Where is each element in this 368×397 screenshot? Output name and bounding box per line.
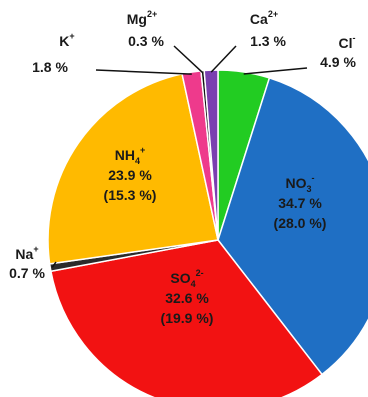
value-label-mg: 0.3 % <box>128 33 164 49</box>
slice-labels: Cl- 4.9 % NO3-34.7 % (28.0 %) SO42-32.6 % (19… <box>9 9 356 326</box>
value-label-na: 0.7 % <box>9 265 45 281</box>
ion-label-k: K+ <box>59 31 74 49</box>
paren-label-so4: (19.9 %) <box>161 310 214 326</box>
ion-label-no3: NO3- <box>285 173 314 194</box>
value-label-k: 1.8 % <box>32 59 68 75</box>
value-label-no3: 34.7 % <box>278 195 322 211</box>
pie-slice-so4 <box>50 239 324 397</box>
leader-line-k <box>95 69 192 75</box>
ion-label-na: Na+ <box>15 244 38 262</box>
leader-lines <box>51 45 308 268</box>
ion-label-ca: Ca2+ <box>250 9 278 27</box>
pie-slice-ca <box>203 69 219 241</box>
leader-line-ca <box>210 45 237 73</box>
leader-line-cl <box>243 67 308 75</box>
leader-line-mg <box>173 45 204 74</box>
pie-slice-no3 <box>217 77 368 376</box>
ion-label-so4: SO42- <box>170 268 203 289</box>
value-label-ca: 1.3 % <box>250 33 286 49</box>
ion-label-nh4: NH4+ <box>115 145 146 166</box>
pie-slice-nh4 <box>47 72 219 265</box>
value-label-nh4: 23.9 % <box>108 167 152 183</box>
leader-line-na <box>51 261 57 268</box>
value-label-so4: 32.6 % <box>165 290 209 306</box>
ion-label-mg: Mg2+ <box>127 9 157 27</box>
value-label-cl: 4.9 % <box>320 54 356 70</box>
ion-label-cl: Cl- <box>339 33 356 51</box>
paren-label-no3: (28.0 %) <box>274 215 327 231</box>
pie-slices <box>47 69 368 397</box>
paren-label-nh4: (15.3 %) <box>104 187 157 203</box>
